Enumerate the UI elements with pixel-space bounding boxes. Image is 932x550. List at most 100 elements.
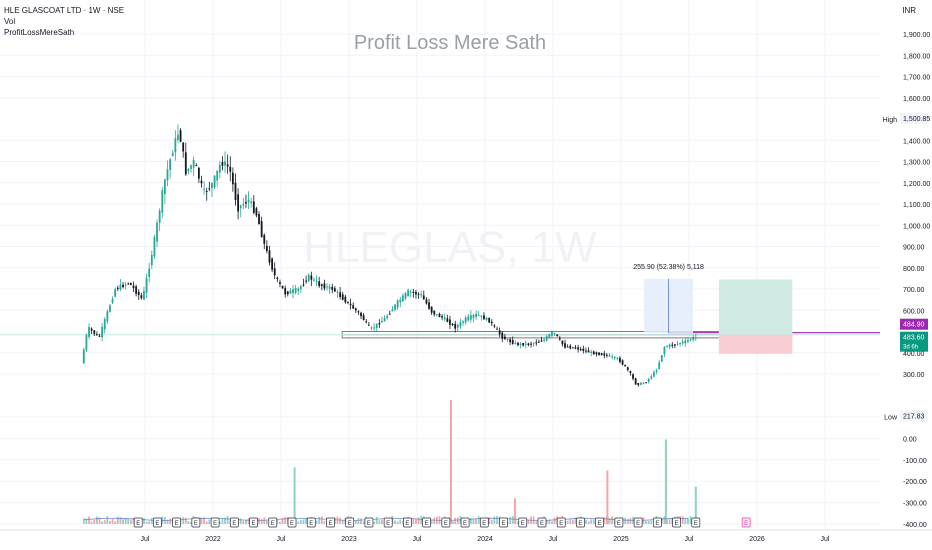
candle-body (454, 323, 457, 329)
volume-bar (111, 518, 114, 524)
volume-bar (689, 516, 692, 524)
symbol-title[interactable]: HLE GLASCOAT LTD · 1W · NSE (4, 6, 125, 15)
time-tick-label: Jul (141, 536, 150, 543)
candle-body (509, 339, 512, 343)
candle-body (404, 292, 407, 299)
candle-body (150, 254, 153, 266)
candle-body (637, 383, 640, 385)
candle-body (530, 343, 532, 345)
earnings-marker (518, 517, 528, 528)
time-tick-label: 2022 (205, 536, 221, 543)
candle-body (208, 188, 211, 190)
price-tick-label: -400.00 (903, 522, 927, 529)
candle-body (336, 291, 339, 293)
indicator-label[interactable]: ProfitLossMereSath (4, 28, 75, 37)
candle-body (258, 214, 260, 225)
candle-body (420, 294, 423, 296)
last-price-label: 483.60 (903, 335, 925, 342)
volume-bar (114, 521, 117, 524)
volume-bar (169, 518, 172, 524)
candle-body (218, 164, 221, 173)
volume-bar (279, 521, 281, 524)
candle-body (632, 374, 634, 379)
candle-body (122, 284, 124, 288)
volume-bar (362, 521, 365, 524)
volume-bar (320, 516, 323, 524)
candle-body (650, 376, 653, 379)
candle-body (488, 317, 491, 323)
candle-body (428, 302, 430, 309)
candle-body (647, 378, 650, 382)
candle-body (493, 325, 496, 327)
earnings-marker (229, 517, 239, 528)
volume-bar (109, 520, 111, 524)
candle-body (446, 318, 449, 322)
volume-bar (85, 518, 88, 524)
candle-body (535, 342, 538, 344)
volume-bar (603, 517, 606, 524)
earnings-marker-label: E (348, 521, 352, 527)
candle-body (190, 165, 192, 169)
candle-body (438, 314, 441, 318)
volume-bar (592, 519, 595, 524)
vol-label[interactable]: Vol (4, 17, 16, 26)
candle-body (171, 152, 174, 157)
price-tick-label: 1,000.00 (903, 223, 930, 230)
volume-bar (488, 517, 491, 524)
candle-body (137, 291, 140, 296)
earnings-marker (441, 517, 451, 528)
earnings-marker-label: E (655, 521, 659, 527)
volume-bar (336, 516, 339, 524)
earnings-marker-label: E (290, 521, 294, 527)
currency-label[interactable]: INR (902, 6, 916, 15)
candle-body (310, 275, 313, 280)
candle-body (116, 287, 119, 289)
candle-body (506, 338, 509, 340)
volume-bar (647, 520, 650, 524)
volume-bar (626, 518, 629, 524)
candle-body (242, 204, 245, 206)
candle-body (467, 316, 470, 321)
candle-body (679, 343, 682, 345)
earnings-marker-label: E (155, 521, 159, 527)
candle-body (357, 311, 360, 313)
high-value-bg (900, 112, 928, 124)
candle-body (333, 288, 336, 292)
candle-body (548, 334, 551, 338)
candle-body (203, 189, 206, 191)
candle-body (182, 142, 185, 152)
target-zone (718, 279, 793, 335)
candle-body (286, 291, 289, 295)
candle-body (153, 237, 156, 257)
candle-body (558, 338, 561, 340)
candle-body (347, 301, 349, 303)
volume-bar (681, 516, 684, 524)
volume-bar (184, 517, 187, 524)
candle-body (231, 172, 234, 185)
volume-bar (82, 518, 85, 524)
volume-bar (258, 518, 260, 524)
volume-bar (145, 521, 148, 524)
volume-bar (265, 520, 268, 524)
candle-body (619, 357, 621, 362)
candle-body (394, 304, 396, 310)
candle-body (195, 165, 198, 167)
earnings-marker-label: E (309, 521, 313, 527)
earnings-marker (422, 517, 431, 528)
candle-body (571, 347, 574, 349)
candle-body (103, 319, 106, 330)
candle-body (166, 169, 169, 181)
earnings-marker-label: E (617, 521, 621, 527)
volume-bar (687, 517, 689, 524)
earnings-marker (345, 517, 355, 528)
candle-body (273, 268, 276, 276)
candle-body (666, 346, 668, 348)
candle-body (213, 175, 216, 188)
candle-body (367, 324, 370, 326)
volume-bar (226, 516, 229, 524)
candle-body (226, 164, 229, 167)
low-value: 217.83 (903, 413, 925, 420)
candle-body (480, 315, 483, 317)
volume-spike (664, 439, 667, 524)
